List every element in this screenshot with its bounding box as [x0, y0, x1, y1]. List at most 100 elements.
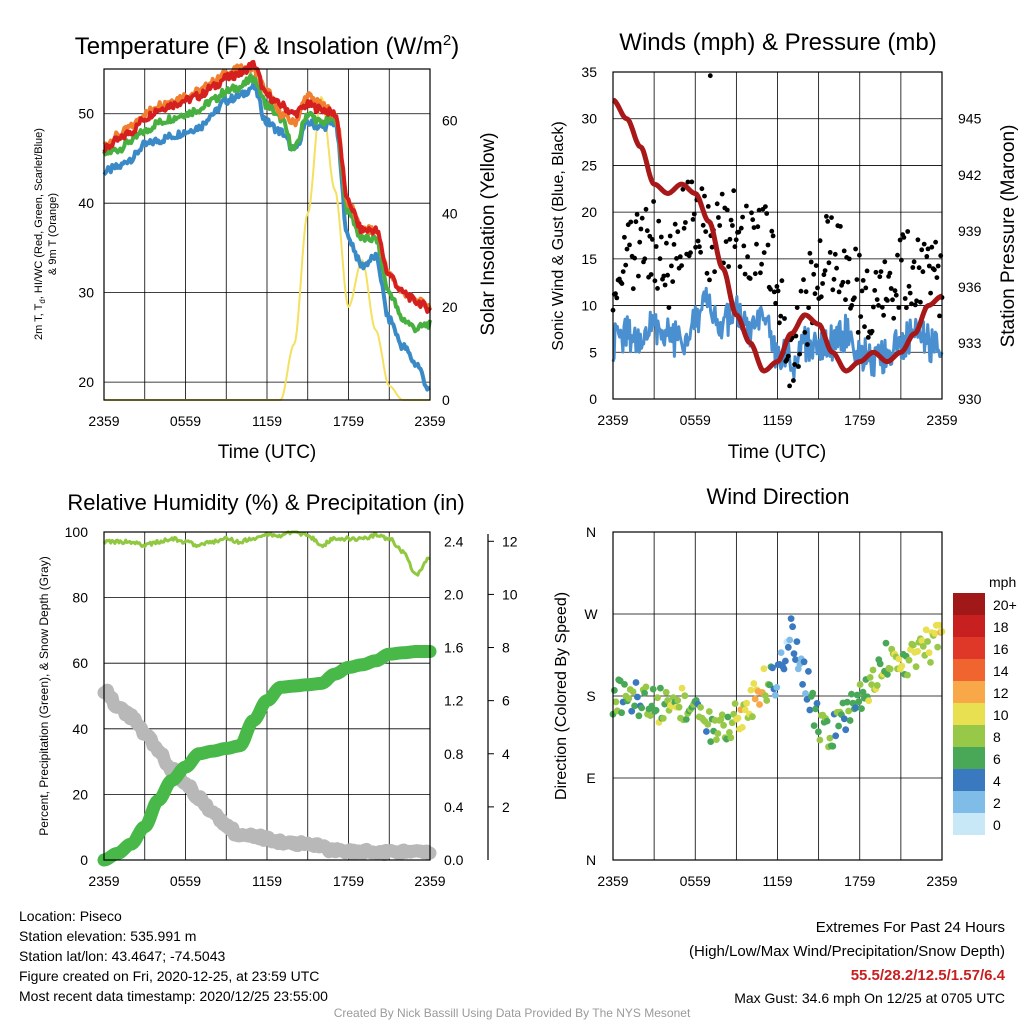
y-tick-label: 10: [581, 298, 597, 314]
direction-point: [904, 671, 911, 679]
gust-point: [707, 73, 713, 79]
gust-point: [882, 259, 888, 265]
gust-point: [937, 313, 942, 319]
colorbar-label: 12: [993, 685, 1009, 701]
gust-point: [849, 303, 855, 308]
gust-point: [716, 215, 721, 220]
direction-point: [612, 698, 620, 706]
gust-point: [726, 264, 731, 269]
gust-point: [731, 188, 737, 194]
gust-point: [794, 305, 800, 310]
gust-point: [778, 313, 784, 319]
gust-point: [852, 295, 857, 301]
colorbar-label: 20+: [993, 597, 1017, 613]
gust-point: [774, 284, 780, 289]
gust-point: [924, 254, 930, 259]
winds-y2label: Station Pressure (Maroon): [998, 125, 1019, 348]
gust-point: [846, 256, 852, 262]
direction-point: [625, 695, 633, 702]
gust-point: [802, 330, 808, 335]
gust-point: [639, 215, 645, 221]
direction-point: [810, 722, 818, 729]
gust-point: [672, 221, 678, 227]
gust-point: [877, 274, 883, 280]
direction-point: [632, 679, 640, 686]
direction-point: [611, 687, 618, 694]
x-tick-label: 1759: [844, 412, 875, 428]
gust-point: [679, 263, 684, 268]
direction-point: [634, 693, 641, 701]
direction-point: [714, 730, 722, 737]
direction-point: [784, 643, 792, 651]
panel-wind-direction: Wind Direction 2359 0559 1159 1759 2359NESWN…: [553, 484, 1017, 889]
y-tick-label: 15: [581, 251, 597, 267]
gust-point: [723, 239, 729, 245]
direction-point: [790, 650, 798, 657]
gust-point: [890, 297, 895, 303]
direction-point: [704, 721, 712, 728]
direction-point: [763, 697, 771, 704]
gust-point: [891, 315, 897, 321]
direction-point: [869, 666, 877, 674]
direction-point: [641, 689, 648, 697]
x-tick-label: 0559: [170, 413, 201, 429]
direction-point: [730, 710, 738, 718]
direction-point: [628, 707, 636, 715]
extremes-max-gust: Max Gust: 34.6 mph On 12/25 at 0705 UTC: [734, 990, 1005, 1006]
gust-point: [698, 249, 703, 255]
direction-point: [771, 691, 779, 699]
gust-point: [843, 297, 848, 303]
gust-point: [769, 228, 775, 234]
y-tick-label: 20: [72, 786, 88, 802]
direction-point: [898, 662, 906, 670]
direction-point: [751, 695, 759, 703]
direction-point: [799, 681, 806, 688]
gust-point: [862, 324, 867, 330]
direction-point: [703, 728, 710, 735]
gust-point: [732, 244, 738, 250]
gust-point: [707, 277, 712, 283]
gust-point: [744, 203, 749, 209]
direction-point: [868, 681, 875, 688]
series-line-relative-humidity: [102, 530, 431, 577]
direction-point: [777, 649, 785, 656]
gust-point: [771, 289, 777, 295]
direction-point: [681, 692, 689, 700]
gust-point: [919, 247, 925, 253]
gust-point: [752, 271, 758, 277]
direction-point: [635, 712, 643, 720]
x-tick-label: 2359: [88, 873, 119, 889]
gust-point: [674, 256, 679, 261]
gust-point: [834, 265, 839, 271]
gust-point: [755, 224, 761, 230]
gust-point: [656, 218, 662, 224]
gust-point: [652, 278, 658, 284]
gust-point: [730, 223, 735, 228]
colorbar-label: 10: [993, 707, 1009, 723]
direction-point: [652, 706, 660, 714]
y2-tick-label: 1.6: [444, 640, 464, 656]
x-tick-label: 1159: [252, 873, 282, 889]
x-tick-label: 0559: [170, 873, 201, 889]
gust-point: [677, 254, 683, 260]
gust-point: [628, 219, 634, 225]
footer-elevation: Station elevation: 535.991 m: [19, 928, 197, 944]
humidity-plot-frame: [103, 531, 431, 861]
direction-point: [826, 734, 834, 742]
gust-point: [793, 333, 799, 339]
y2-tick-label: 2.0: [444, 586, 464, 602]
winds-plot-frame: [612, 71, 943, 400]
gust-point: [695, 238, 701, 244]
gust-point: [622, 234, 627, 240]
direction-point: [884, 671, 891, 678]
direction-point: [805, 668, 812, 675]
gust-point: [669, 263, 674, 269]
x-tick-label: 1759: [333, 413, 364, 429]
gust-point: [879, 304, 885, 310]
gust-point: [865, 335, 871, 340]
gust-point: [925, 246, 931, 252]
direction-point: [927, 659, 934, 666]
direction-point: [718, 711, 726, 719]
gust-point: [904, 305, 909, 311]
winds-xlabel: Time (UTC): [728, 442, 827, 463]
